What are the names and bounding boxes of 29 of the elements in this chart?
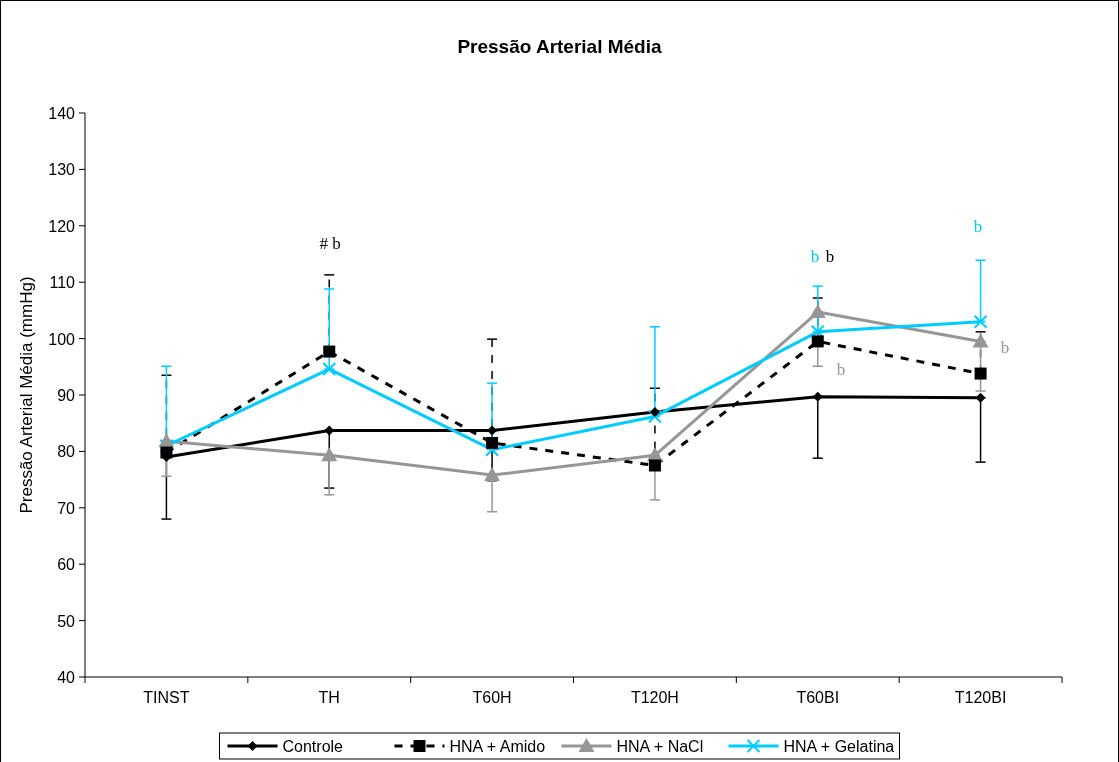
annotation: # b <box>319 234 341 253</box>
y-tick-label: 40 <box>57 669 76 686</box>
y-tick-label: 110 <box>49 274 76 292</box>
x-tick-label: TH <box>318 689 340 706</box>
y-tick-label: 140 <box>48 105 76 122</box>
y-tick-label: 100 <box>48 330 76 348</box>
annotation: b <box>973 217 983 236</box>
legend-label: HNA + Amido <box>449 738 546 755</box>
y-tick-label: 120 <box>48 217 76 235</box>
y-tick-label: 60 <box>57 556 76 574</box>
x-tick-label: T120H <box>630 689 679 706</box>
y-tick-label: 90 <box>57 387 76 404</box>
y-tick-label: 130 <box>48 161 76 179</box>
annotation: b <box>825 247 835 266</box>
y-tick-label: 50 <box>57 612 76 630</box>
y-tick-label: 70 <box>57 499 76 517</box>
x-tick-label: T60BI <box>796 689 840 706</box>
legend-label: HNA + Gelatina <box>783 738 895 755</box>
y-tick-label: 80 <box>57 443 76 461</box>
x-tick-label: T60H <box>472 689 512 706</box>
legend-label: HNA + NaCl <box>616 738 704 755</box>
annotation: b <box>1000 338 1010 357</box>
y-axis-title: Pressão Arterial Média (mmHg) <box>17 276 36 514</box>
annotation: b <box>810 247 820 266</box>
annotation: b <box>836 360 846 379</box>
legend-label: Controle <box>282 738 344 755</box>
chart-title: Pressão Arterial Média <box>457 36 663 57</box>
x-tick-label: TINST <box>143 689 190 706</box>
x-tick-label: T120BI <box>954 689 1007 706</box>
